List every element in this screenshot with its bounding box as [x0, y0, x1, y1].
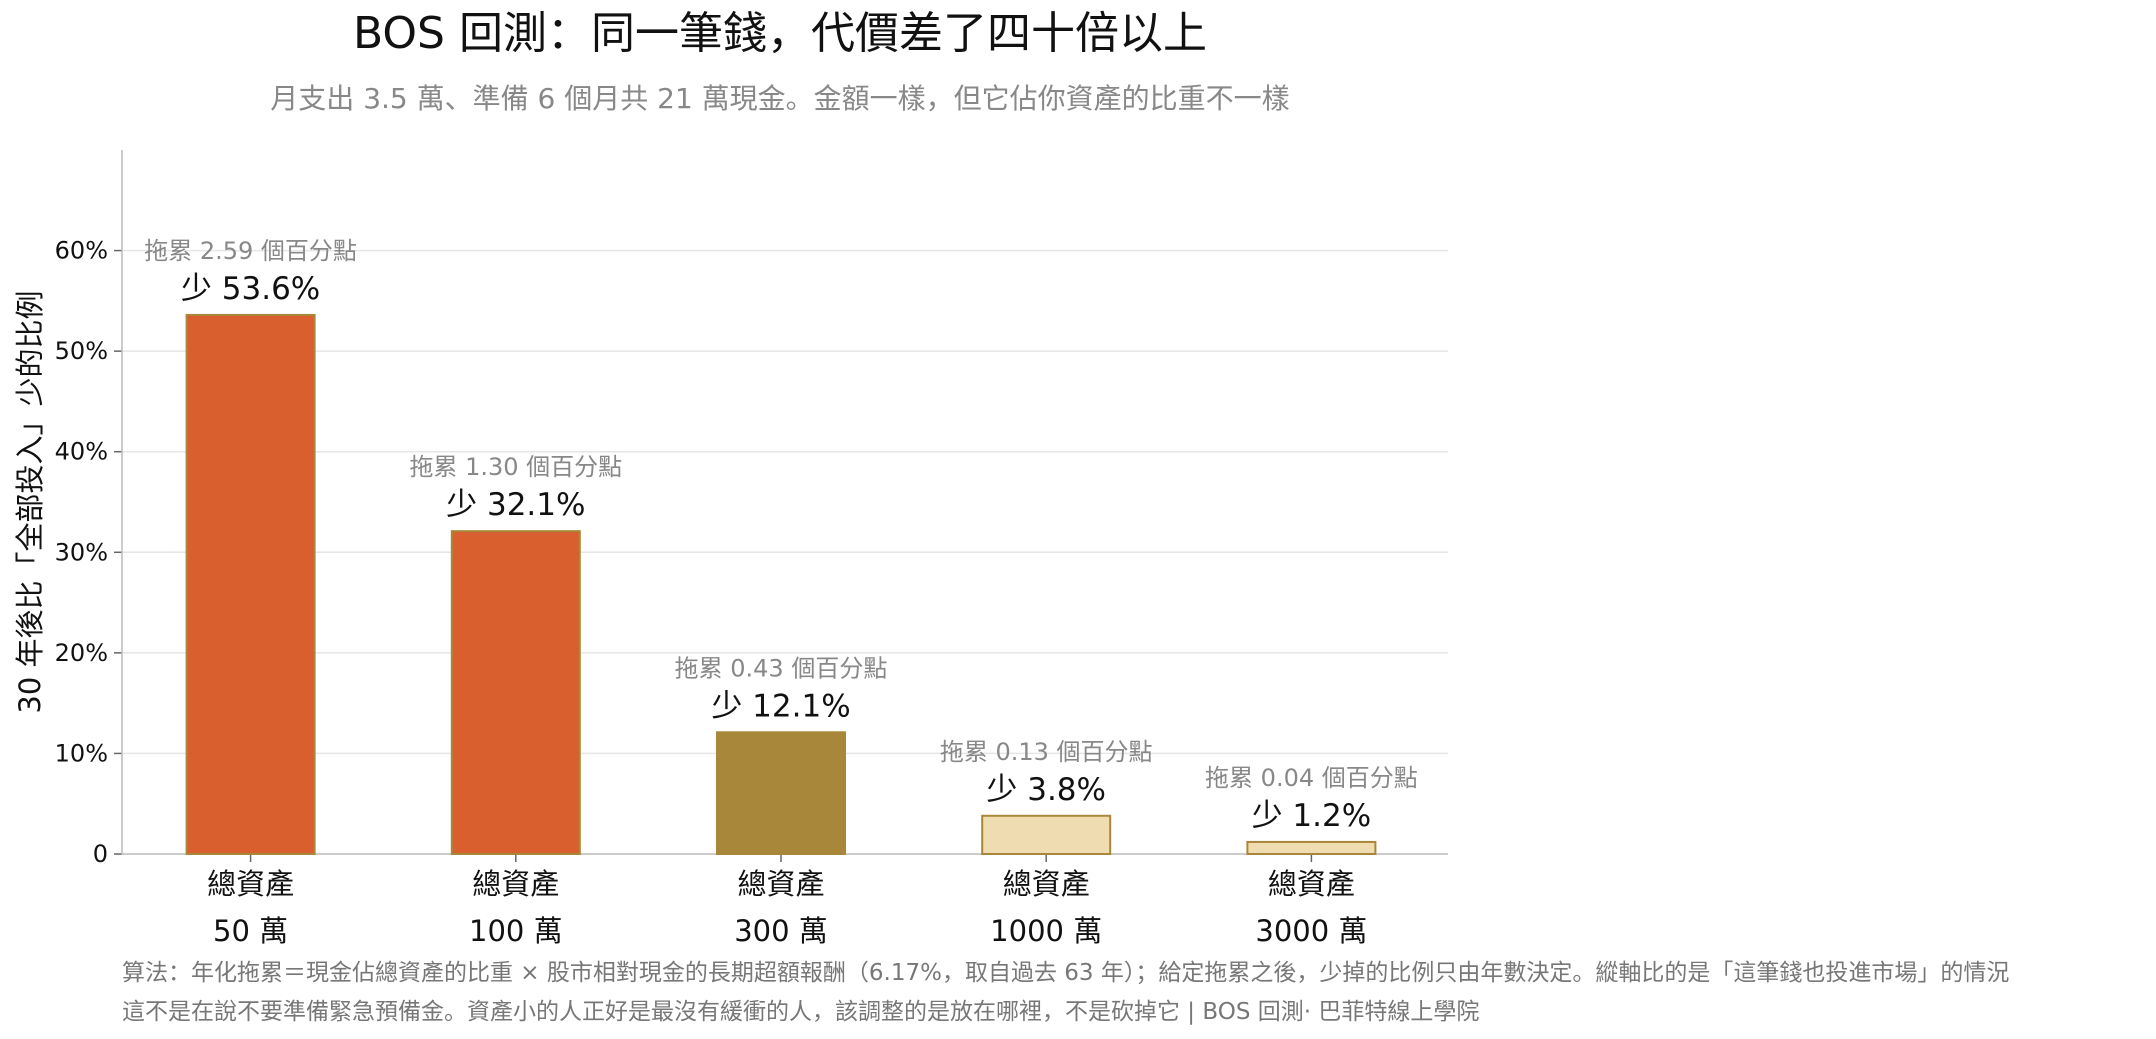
x-tick-label: 1000 萬: [990, 914, 1102, 948]
bar-drag-label: 拖累 1.30 個百分點: [409, 453, 622, 481]
bar: [185, 313, 316, 855]
y-tick-label: 30%: [55, 538, 108, 566]
bar-value-label: 少 12.1%: [711, 688, 850, 724]
footnote-line-1: 算法：年化拖累＝現金佔總資產的比重 × 股市相對現金的長期超額報酬（6.17%，…: [122, 960, 2009, 986]
bar: [1246, 840, 1377, 856]
bar-value-label: 少 53.6%: [181, 271, 320, 307]
y-tick-label: 0: [93, 840, 108, 868]
chart-title: BOS 回測：同一筆錢，代價差了四十倍以上: [353, 8, 1207, 59]
x-tick-label: 總資產: [207, 867, 294, 901]
y-axis-label: 30 年後比「全部投入」少的比例: [13, 290, 47, 713]
x-tick-label: 總資產: [737, 867, 824, 901]
x-tick-label: 總資產: [1268, 867, 1355, 901]
bar-drag-label: 拖累 0.13 個百分點: [940, 738, 1153, 766]
bar-value-label: 少 3.8%: [986, 772, 1106, 808]
axis-layer: 0 10% 20% 30% 40% 50% 60%: [55, 150, 1448, 868]
y-tick-label: 60%: [55, 237, 108, 265]
y-tick-label: 40%: [55, 438, 108, 466]
x-tick-label: 100 萬: [469, 914, 563, 948]
bar: [450, 530, 581, 855]
bar-value-label: 少 32.1%: [446, 487, 585, 523]
chart-subtitle: 月支出 3.5 萬、準備 6 個月共 21 萬現金。金額一樣，但它佔你資產的比重…: [270, 82, 1289, 115]
bar-drag-label: 拖累 2.59 個百分點: [144, 237, 357, 265]
bar: [981, 814, 1112, 855]
bar-layer: [185, 313, 1377, 856]
x-tick-label: 50 萬: [213, 914, 288, 948]
y-tick-label: 20%: [55, 639, 108, 667]
x-tick-label: 3000 萬: [1255, 914, 1367, 948]
x-tick-label: 總資產: [1003, 867, 1090, 901]
bar: [716, 731, 846, 856]
footnote-line-2: 這不是在說不要準備緊急預備金。資產小的人正好是最沒有緩衝的人，該調整的是放在哪裡…: [122, 999, 1479, 1025]
y-tick-label: 10%: [55, 739, 108, 767]
y-tick-label: 50%: [55, 337, 108, 365]
x-tick-label: 300 萬: [734, 914, 828, 948]
grid-layer: [122, 249, 1448, 755]
bar-drag-label: 拖累 0.43 個百分點: [675, 654, 888, 682]
bar-value-label: 少 1.2%: [1252, 798, 1372, 834]
x-tick-label: 總資產: [472, 867, 559, 901]
bar-drag-label: 拖累 0.04 個百分點: [1205, 764, 1418, 792]
